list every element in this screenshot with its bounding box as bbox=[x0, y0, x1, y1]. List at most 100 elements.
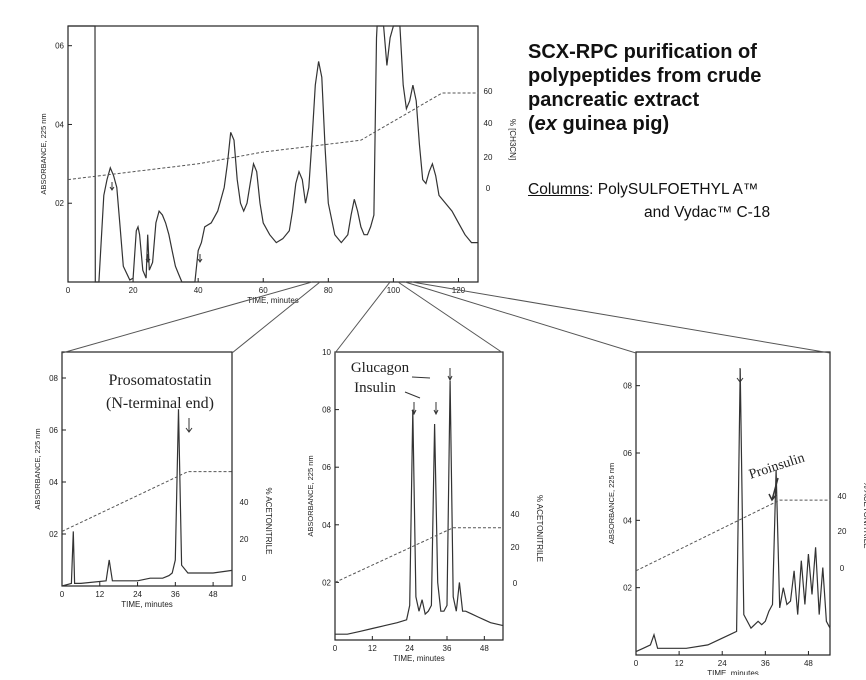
main-x-axis-label: TIME, minutes bbox=[247, 296, 299, 305]
inset-right-gradient-line bbox=[635, 499, 830, 572]
inset-middle-absorbance-trace bbox=[335, 380, 504, 635]
inset-left-y-tick-label: 06 bbox=[49, 426, 58, 435]
main-y2-tick-label: 0 bbox=[486, 184, 491, 193]
insulin-annotation: Insulin bbox=[354, 380, 396, 396]
inset-left-gradient-line bbox=[61, 471, 232, 532]
zoom-connector-line bbox=[397, 281, 504, 354]
inset-left-y2-axis-label: % ACETONITRILE bbox=[264, 488, 273, 555]
inset-middle-y-tick-label: 08 bbox=[322, 406, 331, 415]
inset-right-absorbance-trace bbox=[635, 368, 831, 653]
glucagon-leader bbox=[411, 376, 431, 379]
main-fraction-arrow bbox=[197, 254, 203, 263]
main-gradient-line bbox=[67, 92, 478, 181]
inset-middle-y2-tick-label: 0 bbox=[513, 579, 518, 588]
middle-peak-arrow bbox=[433, 402, 439, 416]
inset-middle-x-axis-label: TIME, minutes bbox=[393, 654, 445, 663]
main-x-tick-label: 80 bbox=[324, 286, 333, 295]
inset-right-frame bbox=[635, 351, 831, 656]
zoom-connector-line bbox=[231, 281, 321, 354]
inset-left-y-tick-label: 02 bbox=[49, 530, 58, 539]
inset-middle-y2-tick-label: 40 bbox=[511, 510, 520, 519]
inset-right-y-tick-label: 06 bbox=[623, 449, 632, 458]
inset-right-y2-tick-label: 0 bbox=[840, 564, 845, 573]
prosomatostatin-arrow bbox=[185, 418, 193, 433]
title-line-2: polypeptides from crude bbox=[528, 65, 762, 87]
inset-middle-y2-tick-label: 20 bbox=[511, 543, 520, 552]
main-y2-tick-label: 60 bbox=[484, 87, 493, 96]
inset-middle-y-tick-label: 06 bbox=[322, 463, 331, 472]
inset-middle-x-tick-label: 12 bbox=[368, 644, 377, 653]
main-x-tick-label: 120 bbox=[452, 286, 466, 295]
inset-right-x-tick-label: 36 bbox=[761, 659, 770, 668]
title-italic-word: ex bbox=[534, 113, 557, 135]
zoom-connector-line bbox=[61, 281, 313, 354]
inset-right-y2-tick-label: 40 bbox=[838, 492, 847, 501]
inset-right-y2-tick-label: 20 bbox=[838, 527, 847, 536]
inset-left-x-tick-label: 48 bbox=[209, 590, 218, 599]
columns-label: Columns bbox=[528, 181, 590, 198]
inset-left-y2-tick-label: 40 bbox=[240, 498, 249, 507]
main-fraction-arrow bbox=[109, 182, 115, 191]
zoom-connector-line bbox=[411, 281, 831, 354]
inset-right-x-axis-label: TIME, minutes bbox=[707, 669, 759, 675]
columns-note: Columns: PolySULFOETHYL A™ and Vydac™ C-… bbox=[528, 178, 770, 224]
main-absorbance-trace bbox=[68, 25, 478, 283]
inset-right-y-axis-label: ABSORBANCE, 225 nm bbox=[607, 463, 616, 544]
inset-left-x-axis-label: TIME, minutes bbox=[121, 600, 173, 609]
inset-left-y2-tick-label: 20 bbox=[240, 535, 249, 544]
zoom-connector-line bbox=[404, 281, 637, 354]
inset-middle-x-tick-label: 0 bbox=[333, 644, 338, 653]
main-y-tick-label: 06 bbox=[55, 42, 64, 51]
main-y-tick-label: 02 bbox=[55, 199, 64, 208]
title-line-4: (ex guinea pig) bbox=[528, 113, 670, 135]
inset-middle-x-tick-label: 24 bbox=[405, 644, 414, 653]
prosomatostatin-annotation: Prosomatostatin bbox=[108, 372, 211, 389]
inset-middle-y2-axis-label: % ACETONITRILE bbox=[535, 495, 544, 562]
inset-middle-x-tick-label: 48 bbox=[480, 644, 489, 653]
glucagon-annotation: Glucagon bbox=[351, 360, 410, 376]
inset-left-y-tick-label: 04 bbox=[49, 478, 58, 487]
inset-right-y2-axis-label: % ACETONITRILE bbox=[862, 482, 866, 549]
inset-middle-y-tick-label: 04 bbox=[322, 521, 331, 530]
main-y-tick-label: 04 bbox=[55, 120, 64, 129]
inset-left-x-tick-label: 12 bbox=[95, 590, 104, 599]
inset-right-x-tick-label: 48 bbox=[804, 659, 813, 668]
inset-right-y-tick-label: 08 bbox=[623, 382, 632, 391]
middle-peak-arrow bbox=[447, 368, 453, 382]
zoom-connector-line bbox=[334, 281, 391, 354]
title-line-1: SCX-RPC purification of bbox=[528, 41, 757, 63]
title-line-3: pancreatic extract bbox=[528, 89, 700, 111]
main-x-tick-label: 0 bbox=[66, 286, 71, 295]
main-y2-axis-label: % [CH3CN] bbox=[508, 119, 517, 160]
inset-right-y-tick-label: 04 bbox=[623, 516, 632, 525]
inset-left-y2-tick-label: 0 bbox=[242, 574, 247, 583]
n-terminal-annotation: (N-terminal end) bbox=[106, 395, 214, 412]
inset-right-x-tick-label: 24 bbox=[718, 659, 727, 668]
proinsulin-arrow bbox=[768, 477, 779, 502]
main-x-tick-label: 60 bbox=[259, 286, 268, 295]
inset-left-x-tick-label: 0 bbox=[60, 590, 65, 599]
columns-line-1: : PolySULFOETHYL A™ bbox=[589, 181, 759, 198]
columns-line-2: and Vydac™ C-18 bbox=[644, 204, 771, 221]
right-peak-arrow bbox=[736, 368, 744, 383]
inset-right-x-tick-label: 12 bbox=[675, 659, 684, 668]
inset-right-y-tick-label: 02 bbox=[623, 584, 632, 593]
inset-middle-x-tick-label: 36 bbox=[443, 644, 452, 653]
insulin-leader bbox=[404, 391, 421, 399]
main-fraction-arrow bbox=[145, 254, 151, 263]
main-frame bbox=[67, 25, 479, 283]
inset-middle-y-axis-label: ABSORBANCE, 225 nm bbox=[306, 455, 315, 536]
inset-right-x-tick-label: 0 bbox=[634, 659, 639, 668]
main-x-tick-label: 40 bbox=[194, 286, 203, 295]
main-y2-tick-label: 20 bbox=[484, 153, 493, 162]
inset-middle-frame bbox=[334, 351, 504, 641]
main-x-tick-label: 100 bbox=[387, 286, 401, 295]
main-y2-tick-label: 40 bbox=[484, 119, 493, 128]
middle-peak-arrow bbox=[411, 402, 417, 416]
main-x-tick-label: 20 bbox=[129, 286, 138, 295]
inset-left-x-tick-label: 24 bbox=[133, 590, 142, 599]
proinsulin-annotation: Proinsulin bbox=[747, 451, 806, 483]
inset-middle-y-tick-label: 10 bbox=[322, 348, 331, 357]
